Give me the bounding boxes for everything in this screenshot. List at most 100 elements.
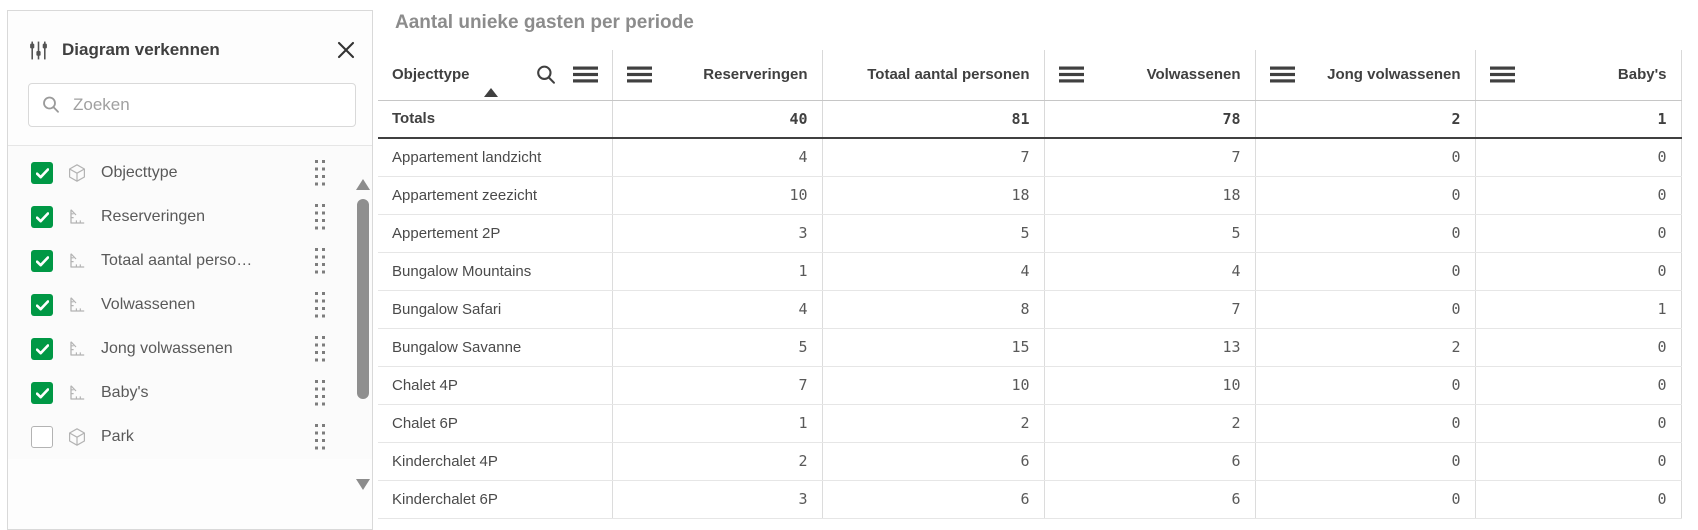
table-body: Totals 40 81 78 2 1 Appartement landzich…: [378, 100, 1681, 519]
field-list-item[interactable]: Totaal aantal perso…: [8, 239, 372, 283]
table-row: Chalet 6P 1 2 2 0 0: [378, 404, 1681, 443]
column-header-volwassenen[interactable]: Volwassenen: [1043, 50, 1255, 101]
objecttype-cell[interactable]: Appertement 2P: [378, 214, 612, 253]
drag-handle-icon[interactable]: [315, 248, 326, 274]
value-cell: 10: [1043, 366, 1255, 405]
column-menu-icon[interactable]: [1269, 66, 1295, 83]
ruler-icon: [67, 295, 87, 315]
chart-exploration-panel: Diagram verkennen: [7, 10, 373, 530]
drag-handle-icon[interactable]: [315, 204, 326, 230]
objecttype-cell[interactable]: Bungalow Savanne: [378, 328, 612, 367]
value-cell: 1: [611, 404, 822, 443]
value-cell: 0: [1474, 214, 1681, 253]
column-menu-icon[interactable]: [572, 66, 598, 83]
value-cell: 0: [1474, 138, 1681, 177]
cube-icon: [67, 163, 87, 183]
table-row: Bungalow Safari 4 8 7 0 1: [378, 290, 1681, 329]
drag-handle-icon[interactable]: [315, 424, 326, 450]
value-cell: 2: [1254, 328, 1475, 367]
value-cell: 6: [821, 442, 1044, 481]
drag-handle-icon[interactable]: [315, 336, 326, 362]
search-input[interactable]: [71, 94, 343, 116]
value-cell: 2: [1043, 404, 1255, 443]
objecttype-cell[interactable]: Kinderchalet 4P: [378, 442, 612, 481]
column-header-objecttype[interactable]: Objecttype: [378, 50, 612, 101]
panel-title: Diagram verkennen: [62, 40, 220, 59]
value-cell: 5: [821, 214, 1044, 253]
column-menu-icon[interactable]: [626, 66, 652, 83]
value-cell: 0: [1474, 404, 1681, 443]
field-checkbox[interactable]: [31, 162, 53, 184]
totals-value: 2: [1254, 100, 1475, 139]
field-list-item[interactable]: Objecttype: [8, 151, 372, 195]
field-list-item[interactable]: Volwassenen: [8, 283, 372, 327]
value-cell: 4: [1043, 252, 1255, 291]
column-header-reserveringen[interactable]: Reserveringen: [611, 50, 822, 101]
totals-label: Totals: [378, 100, 612, 139]
objecttype-cell[interactable]: Appartement zeezicht: [378, 176, 612, 215]
field-checkbox[interactable]: [31, 382, 53, 404]
objecttype-cell[interactable]: Appartement landzicht: [378, 138, 612, 177]
drag-handle-icon[interactable]: [315, 380, 326, 406]
straight-table: Objecttype: [378, 50, 1682, 519]
value-cell: 1: [1474, 290, 1681, 329]
objecttype-cell[interactable]: Chalet 6P: [378, 404, 612, 443]
totals-row: Totals 40 81 78 2 1: [378, 100, 1681, 139]
value-cell: 0: [1254, 404, 1475, 443]
search-box[interactable]: [28, 83, 356, 127]
scrollbar-thumb[interactable]: [357, 199, 369, 399]
table-row: Kinderchalet 6P 3 6 6 0 0: [378, 480, 1681, 519]
field-list-item[interactable]: Reserveringen: [8, 195, 372, 239]
ruler-icon: [67, 383, 87, 403]
totals-value: 40: [611, 100, 822, 139]
drag-handle-icon[interactable]: [315, 160, 326, 186]
table-row: Bungalow Savanne 5 15 13 2 0: [378, 328, 1681, 367]
table-row: Appertement 2P 3 5 5 0 0: [378, 214, 1681, 253]
field-list-item[interactable]: Jong volwassenen: [8, 327, 372, 371]
scroll-up-arrow-icon[interactable]: [356, 179, 370, 190]
close-icon: [337, 41, 355, 59]
field-checkbox[interactable]: [31, 250, 53, 272]
value-cell: 0: [1254, 290, 1475, 329]
value-cell: 0: [1474, 442, 1681, 481]
column-header-jong-volwassenen[interactable]: Jong volwassenen: [1254, 50, 1475, 101]
column-label: Jong volwassenen: [1327, 66, 1461, 84]
column-menu-icon[interactable]: [1058, 66, 1084, 83]
column-menu-icon[interactable]: [1489, 66, 1515, 83]
value-cell: 0: [1474, 252, 1681, 291]
column-header-babys[interactable]: Baby's: [1474, 50, 1681, 101]
column-header-totaal-aantal-personen[interactable]: Totaal aantal personen: [821, 50, 1044, 101]
objecttype-cell[interactable]: Chalet 4P: [378, 366, 612, 405]
objecttype-cell[interactable]: Bungalow Mountains: [378, 252, 612, 291]
field-list-item[interactable]: Baby's: [8, 371, 372, 415]
value-cell: 18: [1043, 176, 1255, 215]
field-checkbox[interactable]: [31, 206, 53, 228]
value-cell: 5: [1043, 214, 1255, 253]
field-label: Objecttype: [101, 164, 178, 181]
value-cell: 7: [1043, 290, 1255, 329]
field-checkbox[interactable]: [31, 426, 53, 448]
close-button[interactable]: [335, 39, 357, 61]
objecttype-cell[interactable]: Kinderchalet 6P: [378, 480, 612, 519]
value-cell: 0: [1254, 366, 1475, 405]
field-list-item[interactable]: Park: [8, 415, 372, 459]
drag-handle-icon[interactable]: [315, 292, 326, 318]
value-cell: 0: [1474, 328, 1681, 367]
value-cell: 2: [821, 404, 1044, 443]
value-cell: 0: [1474, 480, 1681, 519]
scroll-down-arrow-icon[interactable]: [356, 479, 370, 490]
value-cell: 6: [821, 480, 1044, 519]
objecttype-cell[interactable]: Bungalow Safari: [378, 290, 612, 329]
column-search-icon[interactable]: [535, 64, 557, 86]
table-row: Appartement zeezicht 10 18 18 0 0: [378, 176, 1681, 215]
table-visualization: Aantal unieke gasten per periode Objectt…: [378, 0, 1682, 519]
ruler-icon: [67, 207, 87, 227]
field-label: Reserveringen: [101, 208, 206, 225]
value-cell: 5: [611, 328, 822, 367]
field-checkbox[interactable]: [31, 338, 53, 360]
sliders-icon: [28, 40, 49, 61]
table-title: Aantal unieke gasten per periode: [395, 12, 694, 33]
panel-scrollbar[interactable]: [356, 159, 370, 529]
panel-header: Diagram verkennen: [28, 39, 357, 61]
field-checkbox[interactable]: [31, 294, 53, 316]
